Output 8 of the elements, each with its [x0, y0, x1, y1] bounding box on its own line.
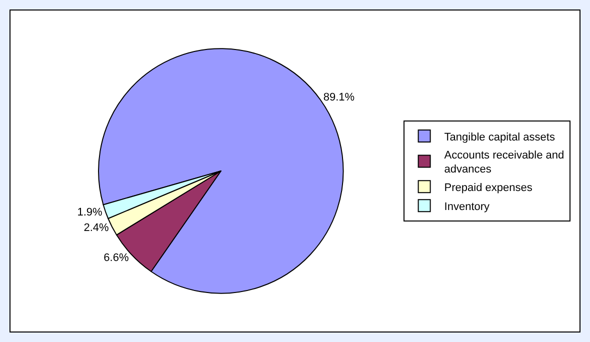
legend-label: Tangible capital assets	[444, 131, 556, 144]
data-label: 2.4%	[84, 222, 110, 234]
data-label: 6.6%	[104, 252, 129, 264]
legend-label: Inventory	[444, 200, 490, 213]
legend-label: Accounts receivable and advances	[444, 149, 564, 176]
legend-label: Prepaid expenses	[444, 182, 533, 194]
data-label: 1.9%	[77, 206, 102, 218]
data-label: 89.1%	[323, 92, 355, 104]
